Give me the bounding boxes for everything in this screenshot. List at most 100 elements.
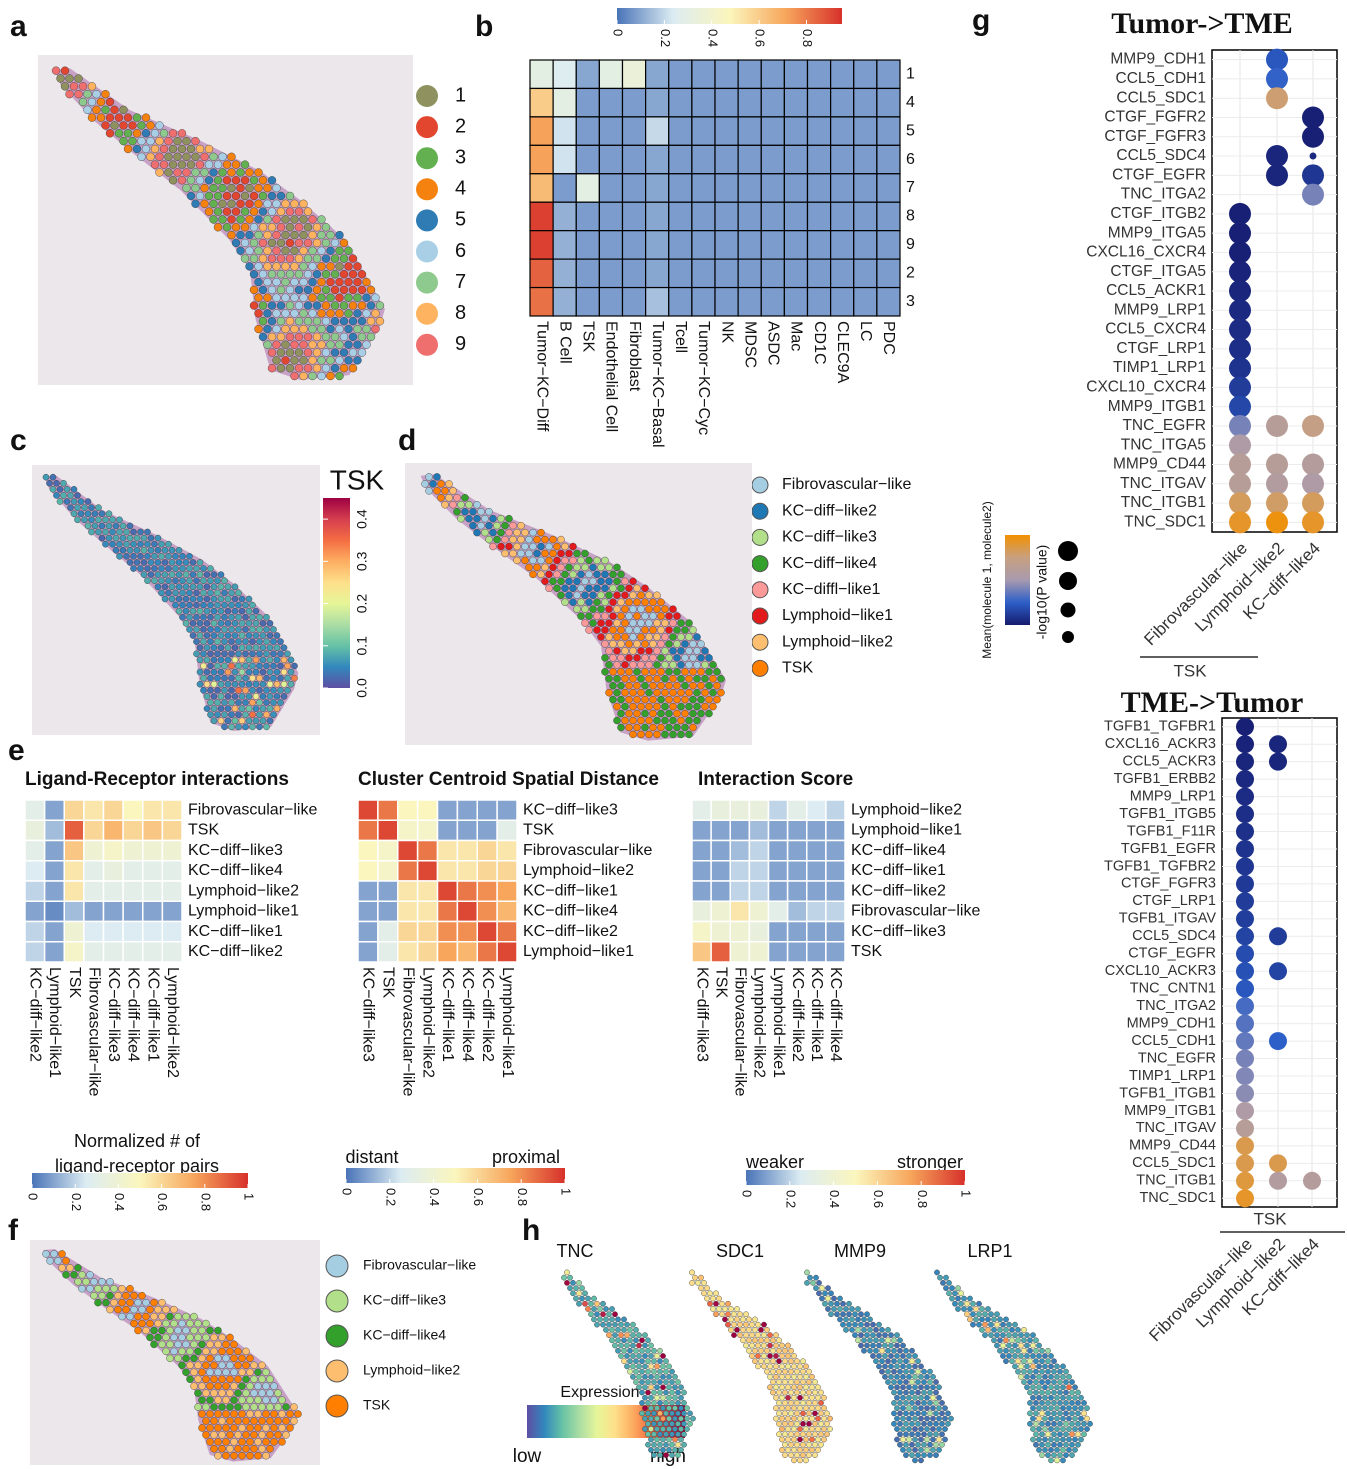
heatmap-cell	[808, 231, 831, 259]
spot	[776, 1348, 781, 1353]
spot	[259, 176, 267, 184]
spot	[246, 1369, 253, 1376]
spot	[909, 1411, 914, 1416]
spot	[262, 1424, 269, 1431]
spot	[521, 557, 528, 564]
spot	[779, 1406, 784, 1411]
spot	[327, 278, 335, 286]
spot	[228, 215, 236, 223]
spot	[797, 1364, 802, 1369]
spot	[1048, 1406, 1053, 1411]
spot	[834, 1301, 839, 1306]
spot	[970, 1312, 975, 1317]
spot	[354, 262, 362, 270]
spot	[779, 1385, 784, 1390]
spot	[906, 1364, 911, 1369]
spot	[565, 564, 572, 571]
spot	[870, 1332, 875, 1337]
spot	[876, 1343, 881, 1348]
spot	[225, 681, 231, 687]
panel-label: b	[475, 10, 493, 43]
heatmap-cell	[730, 942, 749, 962]
spot	[230, 1424, 237, 1431]
spot	[214, 1355, 221, 1362]
spot	[710, 1306, 715, 1311]
spot	[309, 309, 317, 317]
spot	[1078, 1395, 1083, 1400]
spot	[273, 309, 281, 317]
spot	[663, 1442, 668, 1447]
spot	[309, 341, 317, 349]
spot	[597, 592, 604, 599]
spot	[912, 1416, 917, 1421]
spot	[70, 82, 78, 90]
spot	[190, 559, 196, 565]
row-label: CXCL16_ACKR3	[1105, 736, 1216, 752]
spot	[253, 693, 259, 699]
spot	[238, 1438, 245, 1445]
spot	[461, 494, 468, 501]
spot	[505, 543, 512, 550]
spot	[198, 1327, 205, 1334]
spot	[219, 184, 227, 192]
column-label: ASDC	[765, 321, 782, 365]
spot	[221, 590, 227, 596]
spot	[946, 1280, 951, 1285]
spot	[731, 1332, 736, 1337]
spot	[246, 669, 252, 675]
spot	[936, 1426, 941, 1431]
spot	[1012, 1343, 1017, 1348]
spot	[577, 613, 584, 620]
spot	[749, 1322, 754, 1327]
spot	[685, 661, 692, 668]
spot	[800, 1421, 805, 1426]
spot	[493, 522, 500, 529]
spot	[773, 1343, 778, 1348]
heatmap-cell	[438, 922, 458, 942]
colorbar-title: ligand-receptor pairs	[55, 1156, 219, 1176]
heatmap-cell	[104, 922, 124, 942]
dot	[1236, 1189, 1254, 1207]
row-label: CXCL10_ACKR3	[1105, 963, 1216, 979]
spot	[755, 1353, 760, 1358]
spot	[701, 1291, 706, 1296]
spot	[179, 578, 185, 584]
row-label: Lymphoid−like2	[851, 801, 962, 818]
spot	[349, 302, 357, 310]
row-label: TGFB1_ITGAV	[1119, 911, 1217, 927]
spot	[660, 1437, 665, 1442]
spot	[278, 1397, 285, 1404]
spot	[565, 592, 572, 599]
spot	[206, 1438, 213, 1445]
spot	[158, 565, 164, 571]
spot	[837, 1296, 842, 1301]
spot	[286, 270, 294, 278]
spot	[264, 215, 272, 223]
spot	[1042, 1426, 1047, 1431]
row-label: KC−diff−like4	[523, 903, 618, 920]
spot	[545, 543, 552, 550]
heatmap-cell	[808, 259, 831, 287]
spot	[517, 536, 524, 543]
spot	[349, 270, 357, 278]
spot	[82, 1278, 89, 1285]
column-label: Tumor−KC−Cyc	[695, 321, 712, 435]
column-label: TSK	[580, 321, 597, 352]
spot	[239, 681, 245, 687]
spot	[372, 309, 380, 317]
heatmap-cell	[808, 60, 831, 88]
heatmap-cell	[854, 145, 877, 173]
spot	[621, 592, 628, 599]
spot	[569, 585, 576, 592]
spot	[204, 645, 210, 651]
colorbar-tick-label: 1	[242, 1193, 257, 1200]
spot	[909, 1442, 914, 1447]
spot	[770, 1348, 775, 1353]
spot	[734, 1306, 739, 1311]
spot	[876, 1322, 881, 1327]
heatmap-cell	[769, 881, 788, 901]
spot	[124, 145, 132, 153]
spot	[873, 1359, 878, 1364]
spot	[685, 647, 692, 654]
spot	[541, 578, 548, 585]
